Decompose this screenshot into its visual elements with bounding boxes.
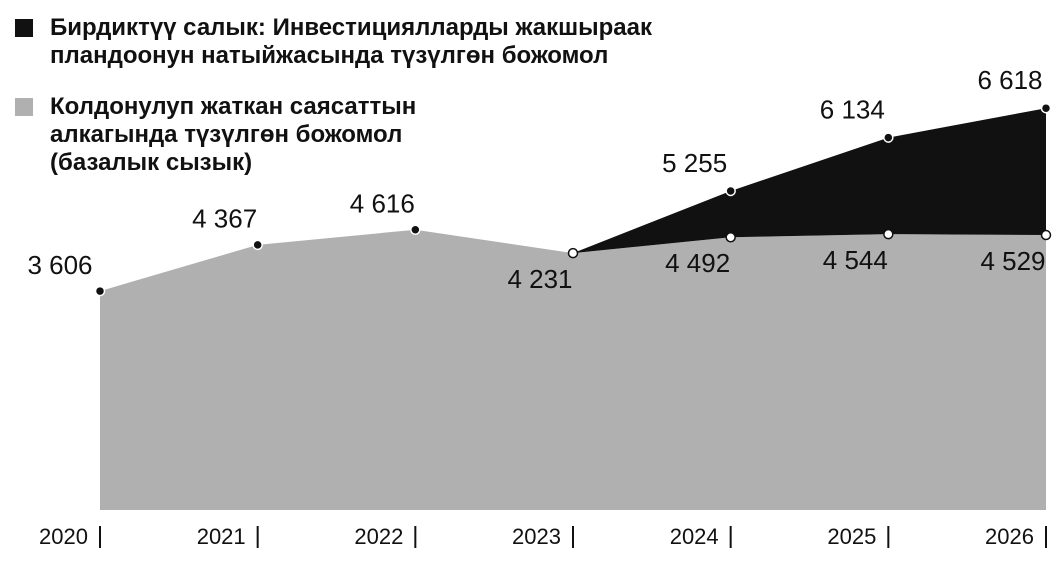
point: [567, 247, 579, 259]
point: [410, 224, 421, 235]
x-tick-label: 2022: [354, 524, 403, 549]
legend-label: Колдонулуп жаткан саясаттын алкагында тү…: [50, 93, 417, 176]
legend-item: Бирдиктүү салык: Инвестициялларды жакшыр…: [15, 14, 735, 70]
value-label: 6 134: [820, 94, 885, 124]
point: [725, 185, 736, 197]
area: [100, 229, 1046, 510]
x-tick-label: 2026: [985, 524, 1034, 549]
point: [725, 232, 736, 243]
legend-label: Бирдиктүү салык: Инвестициялларды жакшыр…: [50, 14, 653, 69]
legend-item: Колдонулуп жаткан саясаттын алкагында тү…: [15, 93, 495, 177]
legend-swatch: [15, 19, 33, 37]
value-label: 6 618: [977, 65, 1042, 95]
point: [252, 239, 263, 251]
point: [883, 228, 894, 240]
value-label: 4 616: [350, 189, 415, 219]
point: [1040, 102, 1052, 114]
legend-swatch: [15, 98, 33, 116]
value-label: 3 606: [27, 250, 92, 280]
value-label: 5 255: [662, 148, 727, 178]
x-tick-label: 2021: [197, 524, 246, 549]
value-label: 4 367: [192, 204, 257, 234]
x-tick-label: 2024: [670, 524, 719, 549]
value-label: 4 529: [980, 246, 1045, 276]
x-tick-label: 2020: [39, 524, 88, 549]
x-tick-label: 2025: [827, 524, 876, 549]
value-label: 4 231: [507, 264, 572, 294]
point: [1040, 229, 1052, 241]
value-label: 4 544: [823, 245, 888, 275]
x-tick-label: 2023: [512, 524, 561, 549]
point: [94, 285, 106, 297]
value-label: 4 492: [665, 248, 730, 278]
point: [883, 132, 894, 143]
area: [573, 108, 1046, 254]
